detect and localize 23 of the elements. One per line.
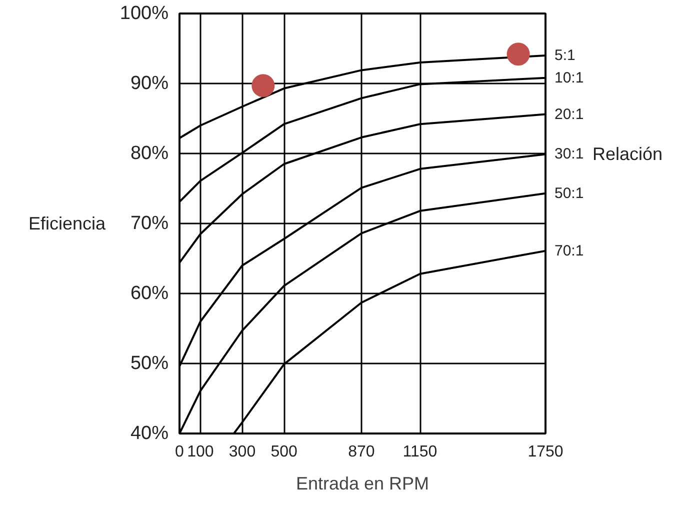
x-tick-label: 1150	[402, 444, 438, 460]
x-tick-label: 0	[175, 444, 184, 460]
y-tick-label: 90%	[130, 73, 169, 94]
y-tick-label: 70%	[130, 213, 169, 234]
series-label: 70:1	[554, 242, 584, 260]
y-tick-label: 60%	[130, 283, 169, 304]
series-label: 50:1	[554, 184, 584, 202]
series-label: 20:1	[554, 106, 584, 123]
series-label: 5:1	[554, 47, 576, 64]
x-tick-label: 870	[348, 444, 375, 460]
y-axis-title: Eficiencia	[28, 214, 106, 234]
x-tick-label: 300	[228, 444, 256, 460]
x-tick-label: 500	[270, 444, 298, 460]
y-tick-label: 40%	[130, 423, 169, 444]
x-axis-title: Entrada en RPM	[296, 474, 430, 494]
x-tick-label: 100	[187, 444, 214, 460]
series-label: 30:1	[554, 146, 584, 163]
y-tick-label: 80%	[130, 143, 169, 164]
x-tick-label: 1750	[528, 444, 564, 460]
y-tick-label: 100%	[120, 3, 169, 24]
y-tick-label: 50%	[130, 353, 169, 374]
series-label: 10:1	[554, 69, 584, 86]
text: Relación	[592, 144, 663, 164]
